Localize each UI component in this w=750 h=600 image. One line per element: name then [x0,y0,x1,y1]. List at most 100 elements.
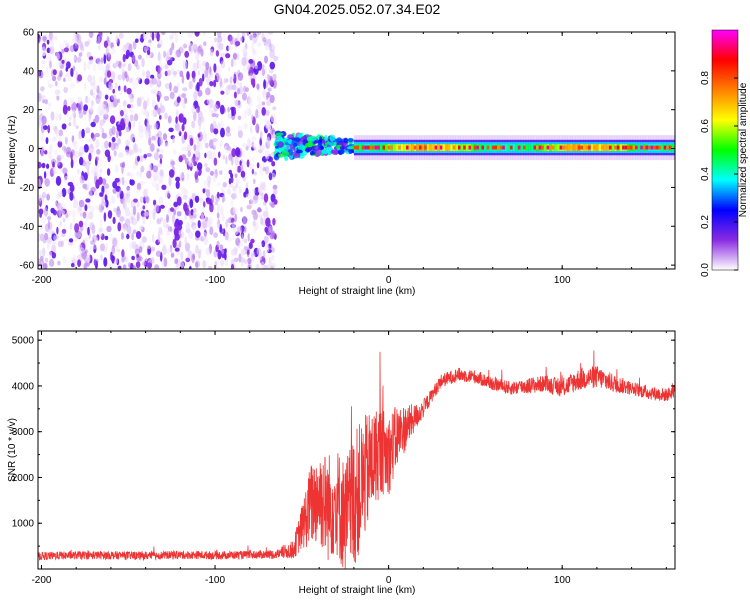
heatmap-cell [83,144,89,153]
heatmap-cell [168,169,175,178]
heatmap-cell [176,68,180,74]
y-tick-label: 3000 [12,427,35,438]
heatmap-cell [95,156,100,161]
heatmap-cell [46,39,50,45]
heatmap-cell [611,144,615,152]
heatmap-cell [62,167,68,175]
heatmap-cell [220,127,225,138]
heatmap-cell [315,149,322,156]
heatmap-cell [392,144,396,152]
heatmap-cell [249,162,254,170]
heatmap-cell [44,99,48,105]
snr-ticks: -200 -100 0 100 1000 2000 3000 4000 5000 [12,331,675,586]
heatmap-cell [159,169,164,177]
colorbar-tick-label: 0.8 [700,71,711,85]
heatmap-cell [71,102,77,112]
heatmap-cell [187,150,192,158]
heatmap-cell [596,144,599,152]
heatmap-cell [47,216,52,221]
heatmap-cell [119,187,122,194]
heatmap-cell [364,145,368,150]
heatmap-cell [219,139,223,149]
heatmap-cell [99,109,104,116]
heatmap-cell [129,108,133,113]
heatmap-cell [471,144,475,152]
heatmap-cell [55,175,62,186]
heatmap-cell [131,255,135,261]
heatmap-cell [58,60,63,66]
heatmap-cell [212,137,218,143]
heatmap-cell [637,144,641,152]
heatmap-cell [191,70,196,79]
heatmap-cell [38,194,42,202]
heatmap-cell [199,197,203,204]
heatmap-cell [52,69,57,76]
heatmap-cell [178,113,184,123]
heatmap-cell [272,73,277,81]
heatmap-cell [125,126,131,133]
heatmap-cell [194,32,200,37]
heatmap-cell [132,229,137,234]
heatmap-cell [205,167,211,173]
heatmap-cell [258,251,263,261]
heatmap-cell [42,191,47,199]
heatmap-cell [261,107,267,116]
heatmap-cell [255,108,259,119]
heatmap-cell [217,72,222,83]
heatmap-cell [382,145,386,150]
heatmap-cell [164,142,170,148]
colorbar-tick-label: 0.2 [700,215,711,229]
heatmap-cell [481,145,485,150]
heatmap-cell [107,262,111,269]
heatmap-cell [104,94,109,100]
heatmap-cell [195,148,201,157]
heatmap-cell [222,154,226,160]
heatmap-cell [390,145,394,150]
heatmap-cell [577,145,581,150]
heatmap-cell [58,129,63,137]
heatmap-cell [167,69,172,76]
heatmap-cell [47,124,50,134]
heatmap-cell [253,224,257,234]
heatmap-cell [96,56,102,66]
heatmap-cell [57,260,61,266]
heatmap-cell [442,144,446,152]
heatmap-cell [153,122,158,130]
heatmap-cell [536,145,540,150]
heatmap-cell [86,253,91,263]
heatmap-cell [180,251,184,261]
heatmap-cell [557,144,560,152]
heatmap-cell [269,94,275,104]
heatmap-cell [132,79,138,90]
heatmap-cell [525,144,529,152]
heatmap-cell [97,159,102,169]
heatmap-cell [219,104,225,115]
heatmap-cell [486,145,490,150]
heatmap-cell [41,60,46,65]
heatmap-cell [188,231,194,240]
heatmap-cell [184,236,187,246]
heatmap-cell [165,82,171,90]
heatmap-cell [139,180,145,185]
heatmap-cell [263,193,269,203]
heatmap-cell [202,231,207,240]
heatmap-cell [110,141,116,151]
heatmap-cell [184,50,190,58]
heatmap-cell [235,40,241,47]
heatmap-cell [203,41,207,46]
heatmap-cell [156,171,160,178]
heatmap-cell [256,162,260,169]
heatmap-cell [237,226,243,233]
heatmap-cell [648,145,652,150]
heatmap-cell [583,144,586,152]
heatmap-cell [87,226,90,236]
heatmap-cell [494,145,498,150]
heatmap-cell [188,45,192,52]
heatmap-cell [83,61,87,72]
heatmap-cell [41,115,47,125]
heatmap-cell [161,184,167,190]
heatmap-cell [38,161,42,169]
heatmap-cell [89,105,94,112]
x-tick-label: -200 [31,575,51,586]
